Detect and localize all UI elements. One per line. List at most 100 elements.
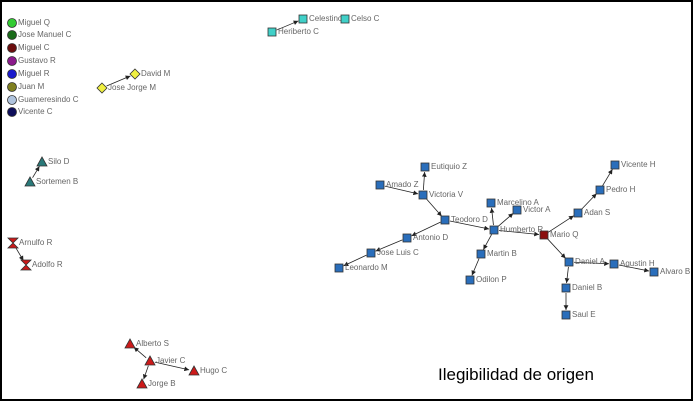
node-label: Humberto R [500,225,543,234]
edge [618,264,650,273]
node [7,69,17,79]
node [595,185,605,195]
node [7,56,17,66]
node-label: Jose Luis C [377,248,419,257]
edge [489,207,495,226]
node-label: Daniel A [575,257,605,266]
node-label: Javier C [156,356,186,365]
node [7,237,19,249]
node [649,267,659,277]
node [486,198,496,208]
node-label: Martin B [487,249,517,258]
node [7,107,17,117]
edge [384,185,419,196]
node-label: Alberto S [136,339,169,348]
node [564,257,574,267]
node [188,365,200,376]
node [512,205,522,215]
node [573,208,583,218]
node-label: Leonardo M [345,263,388,272]
node-label: Marcelino A [497,198,539,207]
edge [471,258,480,276]
node-label: Pedro H [606,185,636,194]
node-label: Victor A [523,205,551,214]
node-label: Saul E [572,310,596,319]
node-label: Sortemen B [36,177,78,186]
node [334,263,344,273]
edge [343,254,367,267]
node-label: Victoria V [429,190,464,199]
node [609,259,619,269]
edge [133,346,147,359]
node [136,378,148,389]
node [7,82,17,92]
edge [602,169,613,186]
node-label: Mario Q [550,230,578,239]
node-label: Alvaro B [660,267,690,276]
node [440,215,450,225]
edge [421,171,427,191]
node [129,68,141,80]
node [36,156,48,167]
node [267,27,277,37]
edge [547,215,575,233]
node-label: Daniel B [572,283,602,292]
node-label: Celestino [309,14,343,23]
edge [483,234,492,250]
node-label: Eutiquio Z [431,162,467,171]
edge [411,221,441,237]
node-label: Miguel R [18,69,50,78]
edge [106,75,131,87]
node-label: Vicente C [18,107,53,116]
node [7,30,17,40]
node [20,259,32,271]
node [96,82,108,94]
node-label: Hugo C [200,366,227,375]
edge [547,238,566,259]
node-label: Celso C [351,14,380,23]
edge [426,198,442,217]
node [340,14,350,24]
node [489,225,499,235]
node [144,355,156,366]
node [561,310,571,320]
edge [276,20,299,31]
node-label: Arnulfo R [19,238,53,247]
edge [581,193,597,210]
node-label: Vicente H [621,160,656,169]
node-label: Agustin H [620,259,655,268]
node-label: Jorge B [148,379,176,388]
node [402,233,412,243]
node-label: Teodoro D [451,215,488,224]
node-label: Miguel C [18,43,50,52]
edge [154,361,190,372]
node [298,14,308,24]
node-label: Gustavo R [18,56,56,65]
node [124,338,136,349]
caption: Ilegibilidad de origen [438,365,594,384]
node-label: Antonio D [413,233,448,242]
edge [449,220,490,231]
node [476,249,486,259]
node-label: Adan S [584,208,610,217]
node-label: Amado Z [386,180,419,189]
node [366,248,376,258]
node [465,275,475,285]
node [420,162,430,172]
edge [498,230,540,237]
node [7,95,17,105]
edge [497,212,514,228]
node-label: Adolfo R [32,260,63,269]
node-label: Jose Manuel C [18,30,72,39]
node-label: Miguel Q [18,18,50,27]
node-label: Heriberto C [278,27,319,36]
node [7,43,17,53]
edge [573,261,610,266]
edge [15,247,24,261]
edge [564,266,570,284]
node-label: David M [141,69,171,78]
node [610,160,620,170]
node [375,180,385,190]
